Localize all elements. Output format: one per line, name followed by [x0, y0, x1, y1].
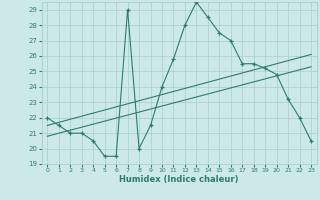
X-axis label: Humidex (Indice chaleur): Humidex (Indice chaleur) [119, 175, 239, 184]
